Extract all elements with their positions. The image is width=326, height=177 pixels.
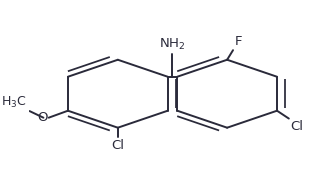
Text: Cl: Cl — [290, 120, 303, 133]
Text: H$_3$C: H$_3$C — [1, 95, 27, 110]
Text: F: F — [234, 35, 242, 48]
Text: Cl: Cl — [111, 139, 124, 152]
Text: O: O — [37, 111, 47, 124]
Text: NH$_2$: NH$_2$ — [159, 37, 186, 52]
